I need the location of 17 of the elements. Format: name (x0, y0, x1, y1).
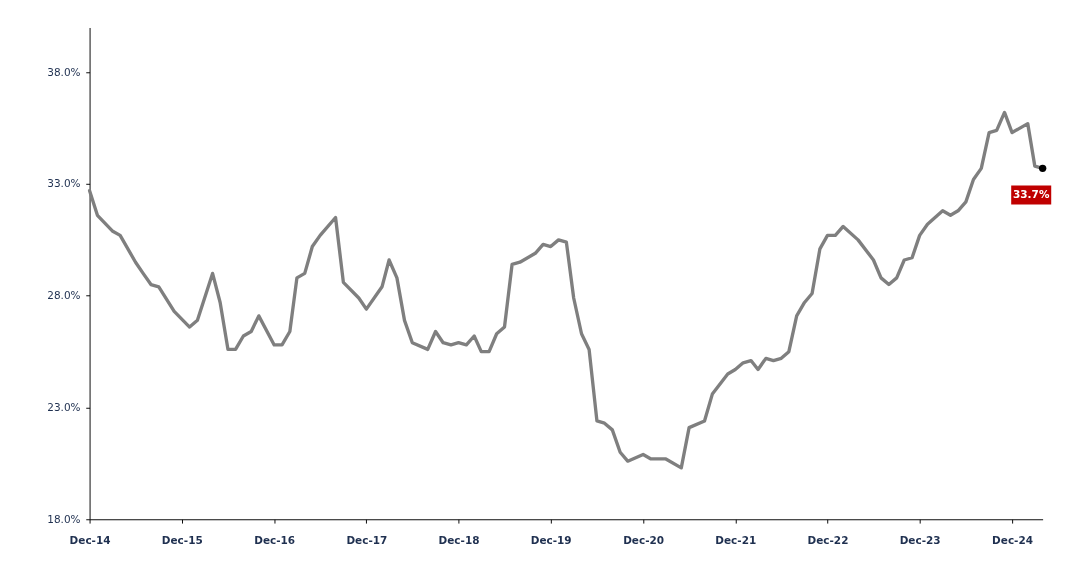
x-tick-label: Dec-20 (623, 533, 665, 546)
x-tick-label: Dec-17 (346, 533, 388, 546)
y-tick-label: 18.0% (47, 512, 81, 525)
y-tick-label: 38.0% (47, 65, 81, 78)
x-tick-label: Dec-21 (715, 533, 757, 546)
y-tick-label: 28.0% (47, 289, 81, 302)
x-tick-label: Dec-23 (899, 533, 941, 546)
x-tick-label: Dec-22 (807, 533, 849, 546)
annotation: 33.7% (1013, 187, 1050, 200)
y-tick-label: 23.0% (47, 400, 81, 413)
x-tick-label: Dec-24 (992, 533, 1034, 546)
x-tick-label: Dec-19 (530, 533, 572, 546)
x-tick-label: Dec-14 (69, 533, 111, 546)
x-tick-label: Dec-15 (161, 533, 203, 546)
x-tick-label: Dec-16 (254, 533, 296, 546)
x-tick-label: Dec-18 (438, 533, 480, 546)
y-tick-label: 33.0% (47, 177, 81, 190)
